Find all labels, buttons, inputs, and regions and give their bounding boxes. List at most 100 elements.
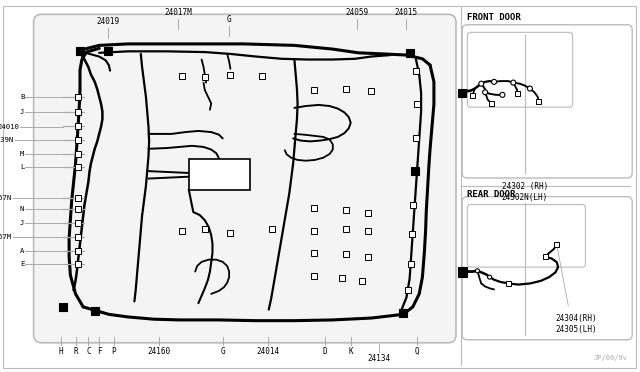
Bar <box>554 242 559 247</box>
Bar <box>310 228 317 234</box>
Bar <box>75 248 81 254</box>
Circle shape <box>476 269 479 273</box>
Bar <box>75 164 81 170</box>
Bar <box>202 74 208 80</box>
Text: 24304(RH)
24305(LH): 24304(RH) 24305(LH) <box>555 314 597 334</box>
Text: K: K <box>348 347 353 356</box>
Bar <box>189 159 250 190</box>
Bar <box>75 137 81 142</box>
Bar <box>75 220 81 226</box>
Bar <box>76 47 84 55</box>
Bar <box>365 210 371 216</box>
Circle shape <box>483 90 488 95</box>
Text: M: M <box>20 151 24 157</box>
Bar <box>365 254 371 260</box>
Bar <box>259 73 266 79</box>
Bar <box>412 168 418 174</box>
Text: G: G <box>220 347 225 356</box>
Text: FRONT DOOR: FRONT DOOR <box>467 13 521 22</box>
Bar <box>75 94 81 100</box>
Text: 24302 (RH)
24302N(LH): 24302 (RH) 24302N(LH) <box>502 182 548 202</box>
Bar <box>365 228 371 234</box>
Text: 24039N: 24039N <box>0 137 14 142</box>
Bar <box>75 124 81 129</box>
Text: 24019: 24019 <box>96 17 119 26</box>
Text: J: J <box>20 109 24 115</box>
Bar <box>409 231 415 237</box>
Text: 24014: 24014 <box>256 347 279 356</box>
Bar <box>342 207 349 213</box>
Text: C: C <box>86 347 91 356</box>
Bar <box>75 195 81 201</box>
Text: R: R <box>73 347 78 356</box>
Text: 24010: 24010 <box>0 124 19 130</box>
Bar <box>75 206 81 212</box>
Text: N: N <box>20 206 24 212</box>
Bar <box>342 226 349 232</box>
Bar <box>91 307 99 315</box>
Text: 24059: 24059 <box>346 8 369 17</box>
Bar <box>202 226 208 232</box>
Bar <box>179 73 186 79</box>
Bar <box>458 267 467 277</box>
Bar <box>310 205 317 211</box>
Text: 24167M: 24167M <box>0 234 12 240</box>
Bar <box>489 101 494 106</box>
Bar <box>410 202 417 208</box>
Bar <box>536 99 541 104</box>
FancyBboxPatch shape <box>462 25 632 178</box>
Circle shape <box>527 86 532 91</box>
Text: B: B <box>20 94 24 100</box>
Bar <box>358 278 365 284</box>
Text: E: E <box>20 261 24 267</box>
Bar <box>310 87 317 93</box>
Bar <box>405 287 412 293</box>
Bar <box>413 135 419 141</box>
Bar <box>399 309 407 317</box>
Bar <box>104 47 111 55</box>
Bar <box>414 101 420 107</box>
Text: 24160: 24160 <box>147 347 170 356</box>
Circle shape <box>511 80 516 85</box>
Bar <box>179 228 186 234</box>
FancyBboxPatch shape <box>462 197 632 340</box>
Text: G: G <box>227 15 232 24</box>
Bar <box>75 234 81 240</box>
Text: 24167N: 24167N <box>0 195 12 201</box>
Bar <box>506 281 511 286</box>
FancyBboxPatch shape <box>467 32 573 107</box>
Circle shape <box>500 92 505 97</box>
Circle shape <box>488 275 492 279</box>
Text: 24134: 24134 <box>367 354 390 363</box>
Circle shape <box>479 81 484 86</box>
Bar <box>470 93 475 99</box>
Bar <box>75 109 81 115</box>
Bar <box>515 91 520 96</box>
FancyBboxPatch shape <box>34 14 456 343</box>
Bar <box>310 273 317 279</box>
Text: J: J <box>20 220 24 226</box>
Bar <box>227 72 234 78</box>
Text: JP/00/9v: JP/00/9v <box>593 355 627 361</box>
Bar <box>227 230 234 235</box>
Text: H: H <box>58 347 63 356</box>
Bar <box>339 275 346 281</box>
Bar <box>368 88 374 94</box>
Bar <box>75 261 81 267</box>
Bar <box>411 167 419 175</box>
Circle shape <box>492 79 497 84</box>
Bar <box>406 49 413 57</box>
Bar <box>310 250 317 256</box>
Bar <box>342 251 349 257</box>
Text: P: P <box>111 347 116 356</box>
Bar <box>543 254 548 259</box>
FancyBboxPatch shape <box>467 205 586 267</box>
Bar <box>408 261 414 267</box>
Text: Q: Q <box>415 347 420 356</box>
Bar <box>269 226 275 232</box>
Bar <box>458 89 466 97</box>
Text: L: L <box>20 164 24 170</box>
Text: 24017M: 24017M <box>164 8 192 17</box>
Bar <box>342 86 349 92</box>
Bar <box>59 303 67 311</box>
